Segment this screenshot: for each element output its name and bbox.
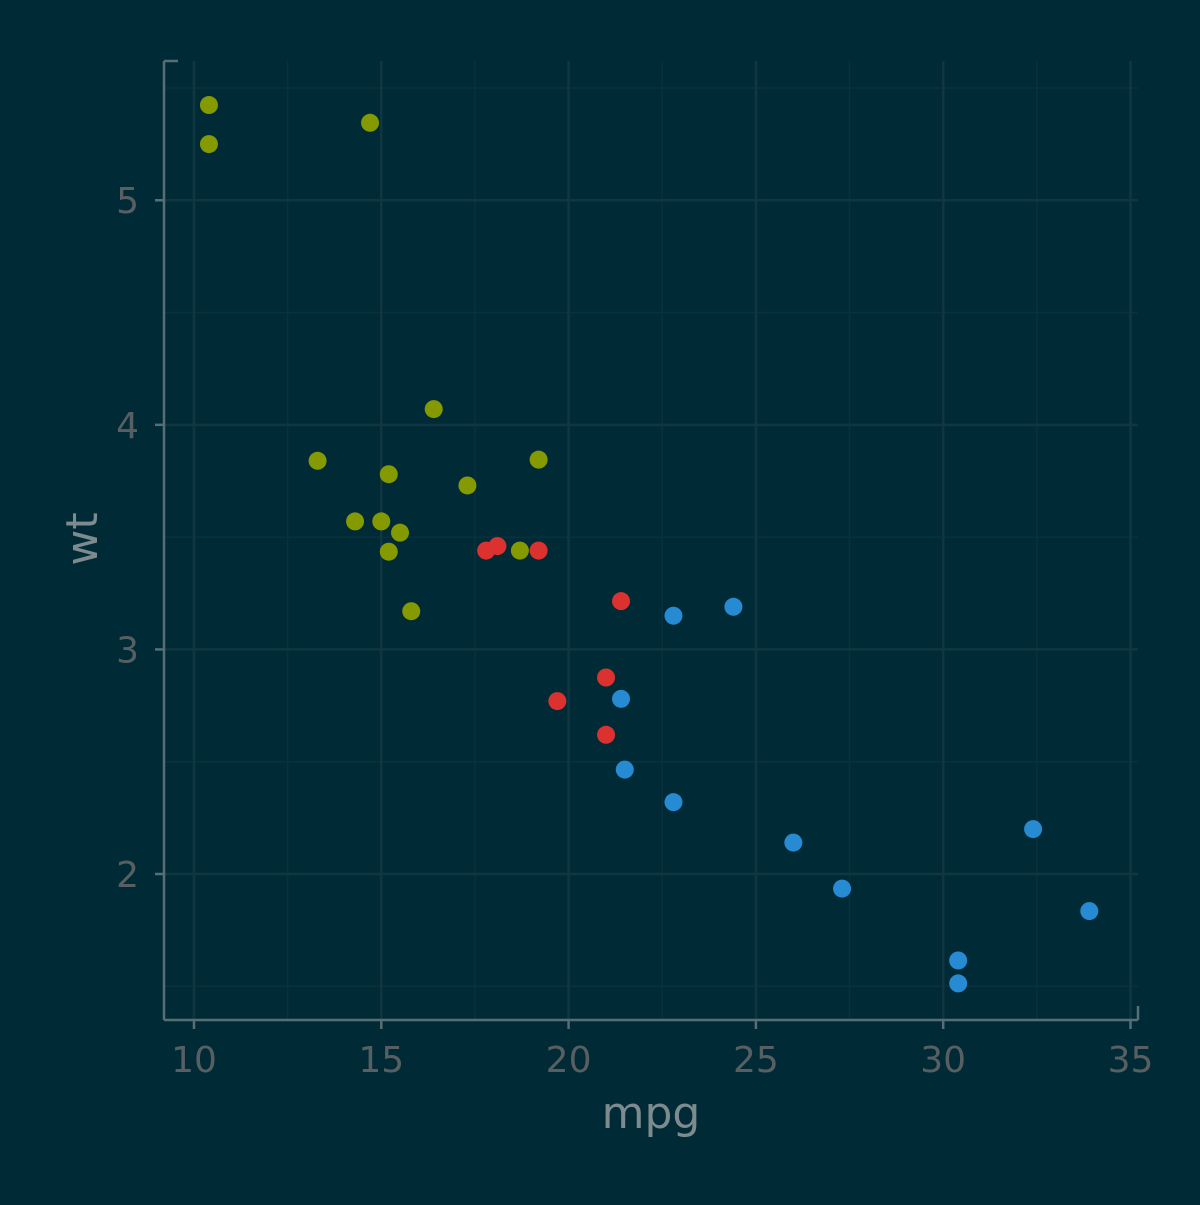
data-point	[379, 465, 398, 484]
data-point	[510, 541, 529, 560]
data-point	[529, 450, 548, 469]
data-point	[615, 760, 634, 779]
data-point	[833, 879, 852, 898]
data-point	[372, 512, 391, 531]
y-axis-title: wt	[57, 512, 108, 565]
y-tick-label: 5	[116, 181, 139, 222]
data-point	[361, 113, 380, 132]
data-point	[199, 96, 218, 115]
data-point	[1024, 820, 1043, 839]
data-point	[664, 606, 683, 625]
x-tick-label: 35	[1108, 1040, 1154, 1081]
data-point	[199, 135, 218, 154]
data-point	[488, 537, 507, 556]
data-point	[949, 951, 968, 970]
data-point	[402, 602, 421, 621]
data-point	[379, 542, 398, 561]
x-tick-label: 10	[171, 1040, 217, 1081]
x-axis-title: mpg	[602, 1088, 701, 1139]
y-tick-label: 3	[116, 630, 139, 671]
data-point	[612, 689, 631, 708]
data-point	[597, 668, 616, 687]
data-point	[1080, 902, 1099, 921]
data-point	[612, 592, 631, 611]
y-tick-label: 4	[116, 406, 139, 447]
x-tick-label: 15	[358, 1040, 404, 1081]
data-points	[199, 96, 1099, 993]
x-tick-label: 30	[920, 1040, 966, 1081]
data-point	[664, 793, 683, 812]
data-point	[308, 451, 327, 470]
y-tick-label: 2	[116, 855, 139, 896]
grid	[164, 61, 1138, 1020]
x-tick-label: 20	[546, 1040, 592, 1081]
x-tick-label: 25	[733, 1040, 779, 1081]
data-point	[548, 692, 567, 711]
data-point	[784, 833, 803, 852]
axes: 10 15 20 25 30 35 2 3 4 5	[116, 59, 1154, 1081]
data-point	[424, 400, 443, 419]
data-point	[458, 476, 477, 495]
data-point	[346, 512, 365, 531]
data-point	[597, 725, 616, 744]
data-point	[529, 541, 548, 560]
data-point	[949, 974, 968, 993]
data-point	[724, 597, 743, 616]
data-point	[391, 523, 410, 542]
